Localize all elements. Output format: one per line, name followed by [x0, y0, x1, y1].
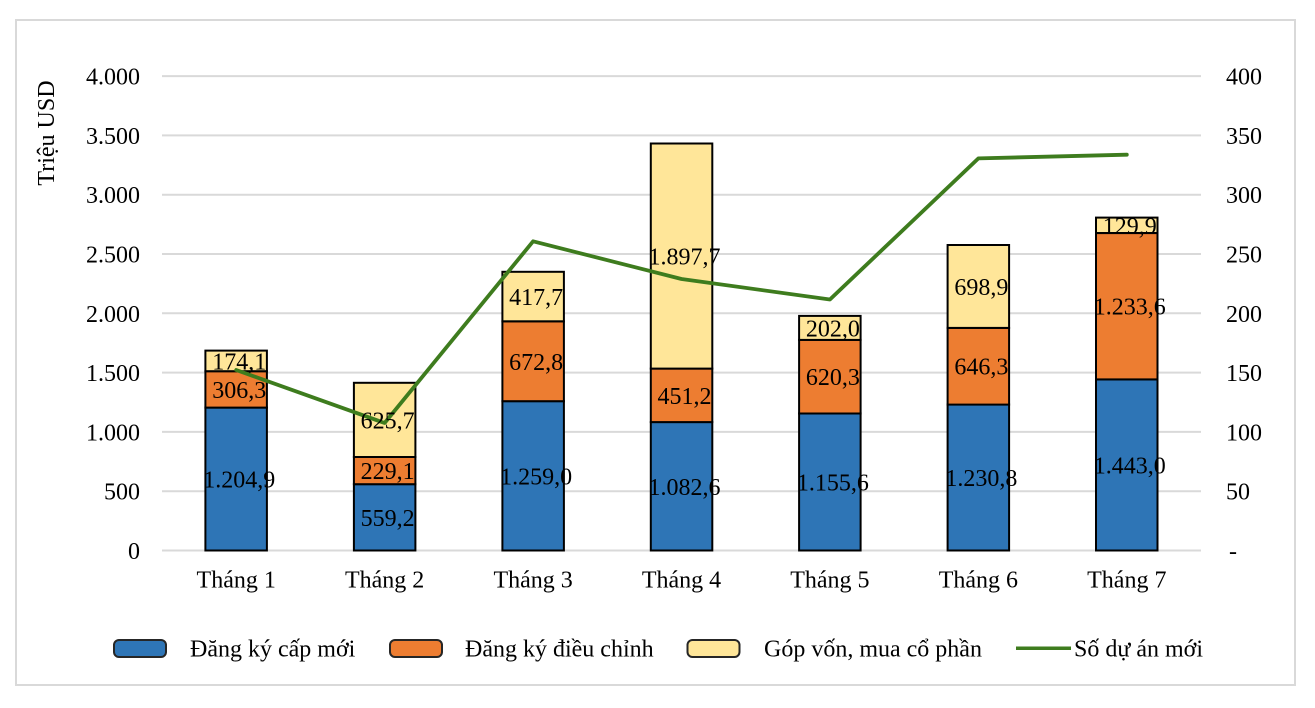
- svg-text:1.082,6: 1.082,6: [649, 475, 721, 501]
- svg-text:Triệu USD: Triệu USD: [34, 80, 60, 185]
- svg-text:1.443,0: 1.443,0: [1094, 453, 1166, 479]
- svg-text:3.500: 3.500: [86, 124, 140, 150]
- svg-text:129,9: 129,9: [1103, 214, 1157, 240]
- svg-text:Đăng ký cấp mới: Đăng ký cấp mới: [190, 637, 356, 663]
- svg-text:202,0: 202,0: [806, 316, 860, 342]
- svg-text:625,7: 625,7: [361, 408, 415, 434]
- svg-text:Số dự án mới: Số dự án mới: [1074, 637, 1203, 663]
- svg-text:698,9: 698,9: [954, 275, 1008, 301]
- svg-text:400: 400: [1226, 65, 1262, 91]
- svg-text:Tháng 2: Tháng 2: [345, 568, 424, 594]
- svg-text:1.204,9: 1.204,9: [203, 468, 275, 494]
- svg-text:1.500: 1.500: [86, 361, 140, 387]
- svg-text:Tháng 7: Tháng 7: [1087, 568, 1166, 594]
- svg-text:620,3: 620,3: [806, 365, 860, 391]
- svg-text:Tháng 6: Tháng 6: [939, 568, 1018, 594]
- svg-text:417,7: 417,7: [509, 285, 563, 311]
- svg-text:2.500: 2.500: [86, 243, 140, 269]
- svg-text:350: 350: [1226, 124, 1262, 150]
- svg-text:Tháng 1: Tháng 1: [197, 568, 276, 594]
- svg-text:100: 100: [1226, 420, 1262, 446]
- svg-text:Góp vốn, mua cổ phần: Góp vốn, mua cổ phần: [764, 637, 982, 663]
- svg-text:306,3: 306,3: [212, 378, 266, 404]
- svg-text:451,2: 451,2: [658, 384, 712, 410]
- svg-text:2.000: 2.000: [86, 302, 140, 328]
- svg-text:150: 150: [1226, 361, 1262, 387]
- svg-text:0: 0: [128, 539, 140, 565]
- svg-text:Tháng 5: Tháng 5: [790, 568, 869, 594]
- svg-text:559,2: 559,2: [361, 506, 415, 532]
- svg-text:Tháng 3: Tháng 3: [493, 568, 572, 594]
- svg-text:1.259,0: 1.259,0: [500, 464, 572, 490]
- svg-text:Tháng 4: Tháng 4: [642, 568, 721, 594]
- svg-text:229,1: 229,1: [361, 459, 415, 485]
- svg-text:174,1: 174,1: [212, 349, 266, 375]
- svg-text:3.000: 3.000: [86, 183, 140, 209]
- svg-text:1.000: 1.000: [86, 420, 140, 446]
- svg-text:672,8: 672,8: [509, 350, 563, 376]
- svg-text:1.230,8: 1.230,8: [945, 466, 1017, 492]
- svg-text:500: 500: [104, 480, 140, 506]
- svg-text:1.155,6: 1.155,6: [797, 471, 869, 497]
- svg-text:646,3: 646,3: [954, 355, 1008, 381]
- svg-text:1.233,6: 1.233,6: [1094, 295, 1166, 321]
- svg-text:200: 200: [1226, 302, 1262, 328]
- svg-text:-: -: [1229, 539, 1237, 565]
- svg-text:Đăng ký điều chỉnh: Đăng ký điều chỉnh: [465, 637, 654, 663]
- svg-text:50: 50: [1226, 480, 1250, 506]
- svg-text:250: 250: [1226, 243, 1262, 269]
- svg-text:4.000: 4.000: [86, 65, 140, 91]
- svg-text:300: 300: [1226, 183, 1262, 209]
- svg-text:1.897,7: 1.897,7: [649, 245, 721, 271]
